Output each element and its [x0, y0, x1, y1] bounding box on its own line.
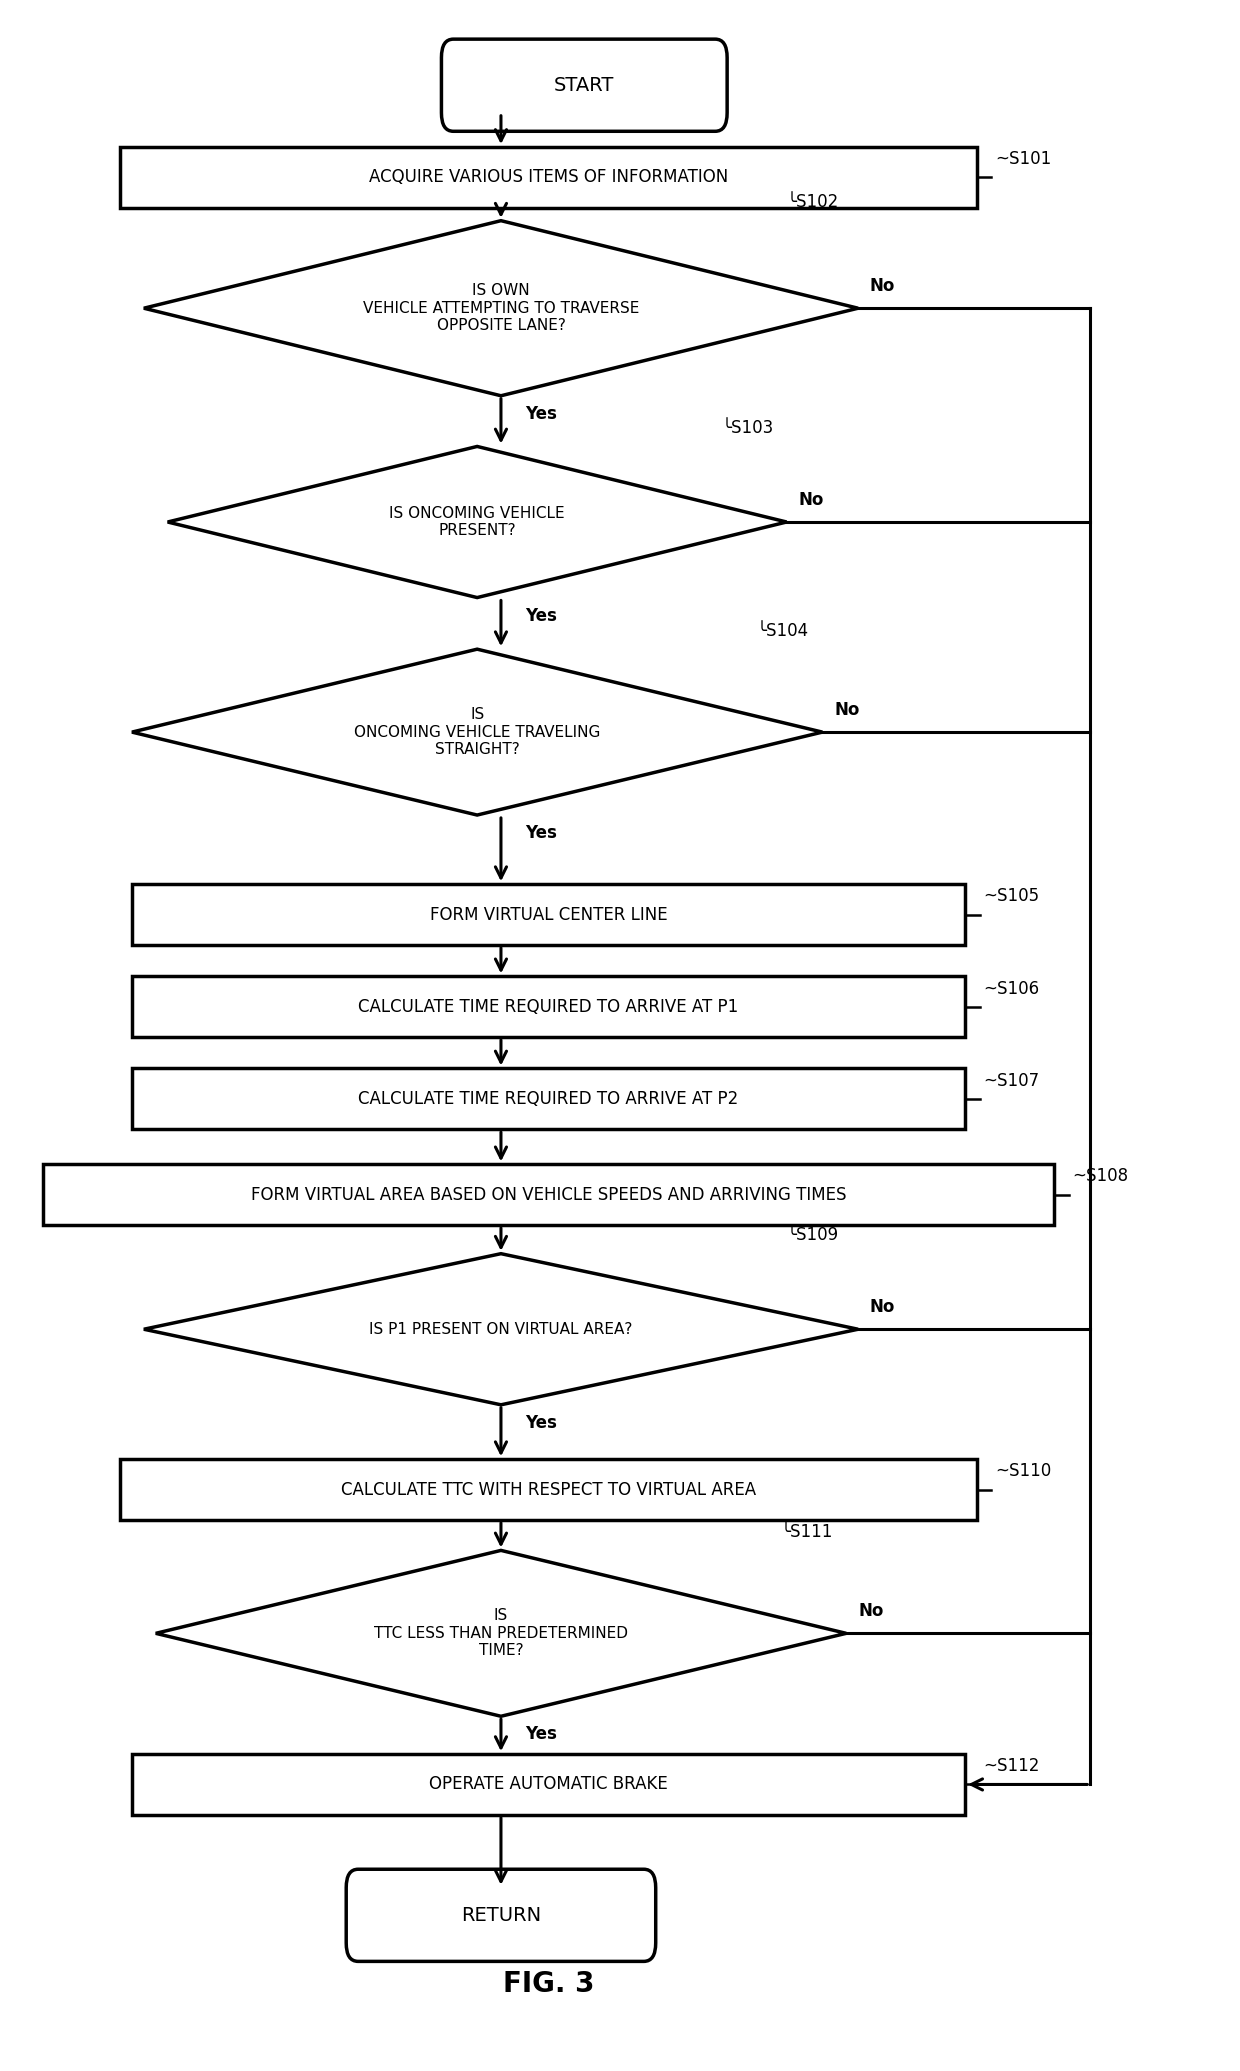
Text: ╰S102: ╰S102	[786, 193, 839, 211]
Text: FORM VIRTUAL AREA BASED ON VEHICLE SPEEDS AND ARRIVING TIMES: FORM VIRTUAL AREA BASED ON VEHICLE SPEED…	[250, 1187, 847, 1203]
FancyBboxPatch shape	[441, 39, 727, 130]
Text: No: No	[858, 1603, 883, 1620]
Text: ~S106: ~S106	[983, 980, 1039, 998]
Bar	[120, 1460, 977, 1520]
Text: START: START	[554, 77, 615, 95]
Text: No: No	[799, 491, 823, 509]
Text: ~S108: ~S108	[1073, 1168, 1128, 1185]
Text: Yes: Yes	[525, 1414, 557, 1431]
Text: ~S110: ~S110	[994, 1462, 1052, 1481]
Text: No: No	[870, 1299, 895, 1317]
Text: IS P1 PRESENT ON VIRTUAL AREA?: IS P1 PRESENT ON VIRTUAL AREA?	[370, 1321, 632, 1336]
Text: IS OWN
VEHICLE ATTEMPTING TO TRAVERSE
OPPOSITE LANE?: IS OWN VEHICLE ATTEMPTING TO TRAVERSE OP…	[363, 284, 639, 333]
Text: OPERATE AUTOMATIC BRAKE: OPERATE AUTOMATIC BRAKE	[429, 1775, 668, 1793]
Text: ~S112: ~S112	[983, 1758, 1039, 1775]
Polygon shape	[144, 1253, 858, 1404]
Text: ╰S103: ╰S103	[722, 418, 774, 437]
Text: No: No	[835, 700, 859, 719]
Polygon shape	[156, 1551, 846, 1717]
Bar	[120, 147, 977, 207]
Text: Yes: Yes	[525, 406, 557, 422]
Text: Yes: Yes	[525, 824, 557, 843]
Text: ~S101: ~S101	[994, 151, 1052, 168]
Bar	[131, 1069, 965, 1129]
Text: IS
TTC LESS THAN PREDETERMINED
TIME?: IS TTC LESS THAN PREDETERMINED TIME?	[374, 1609, 627, 1659]
Polygon shape	[131, 648, 822, 816]
Polygon shape	[167, 447, 786, 599]
Text: CALCULATE TIME REQUIRED TO ARRIVE AT P1: CALCULATE TIME REQUIRED TO ARRIVE AT P1	[358, 998, 739, 1015]
Bar	[131, 1754, 965, 1814]
Text: Yes: Yes	[525, 607, 557, 625]
Text: ╰S104: ╰S104	[756, 621, 808, 640]
Text: FIG. 3: FIG. 3	[503, 1970, 594, 1999]
Text: IS ONCOMING VEHICLE
PRESENT?: IS ONCOMING VEHICLE PRESENT?	[389, 505, 565, 538]
Text: ╰S109: ╰S109	[786, 1226, 838, 1245]
Text: ╰S111: ╰S111	[781, 1522, 833, 1541]
FancyBboxPatch shape	[346, 1870, 656, 1961]
Bar	[131, 975, 965, 1038]
Text: Yes: Yes	[525, 1725, 557, 1744]
Text: FORM VIRTUAL CENTER LINE: FORM VIRTUAL CENTER LINE	[430, 905, 667, 924]
Text: No: No	[870, 278, 895, 294]
Text: IS
ONCOMING VEHICLE TRAVELING
STRAIGHT?: IS ONCOMING VEHICLE TRAVELING STRAIGHT?	[353, 706, 600, 758]
Bar	[42, 1164, 1054, 1226]
Text: CALCULATE TIME REQUIRED TO ARRIVE AT P2: CALCULATE TIME REQUIRED TO ARRIVE AT P2	[358, 1089, 739, 1108]
Text: ~S107: ~S107	[983, 1071, 1039, 1089]
Polygon shape	[144, 222, 858, 396]
Text: ACQUIRE VARIOUS ITEMS OF INFORMATION: ACQUIRE VARIOUS ITEMS OF INFORMATION	[370, 168, 728, 186]
Bar	[131, 884, 965, 944]
Text: ~S105: ~S105	[983, 886, 1039, 905]
Text: RETURN: RETURN	[461, 1905, 541, 1924]
Text: CALCULATE TTC WITH RESPECT TO VIRTUAL AREA: CALCULATE TTC WITH RESPECT TO VIRTUAL AR…	[341, 1481, 756, 1499]
